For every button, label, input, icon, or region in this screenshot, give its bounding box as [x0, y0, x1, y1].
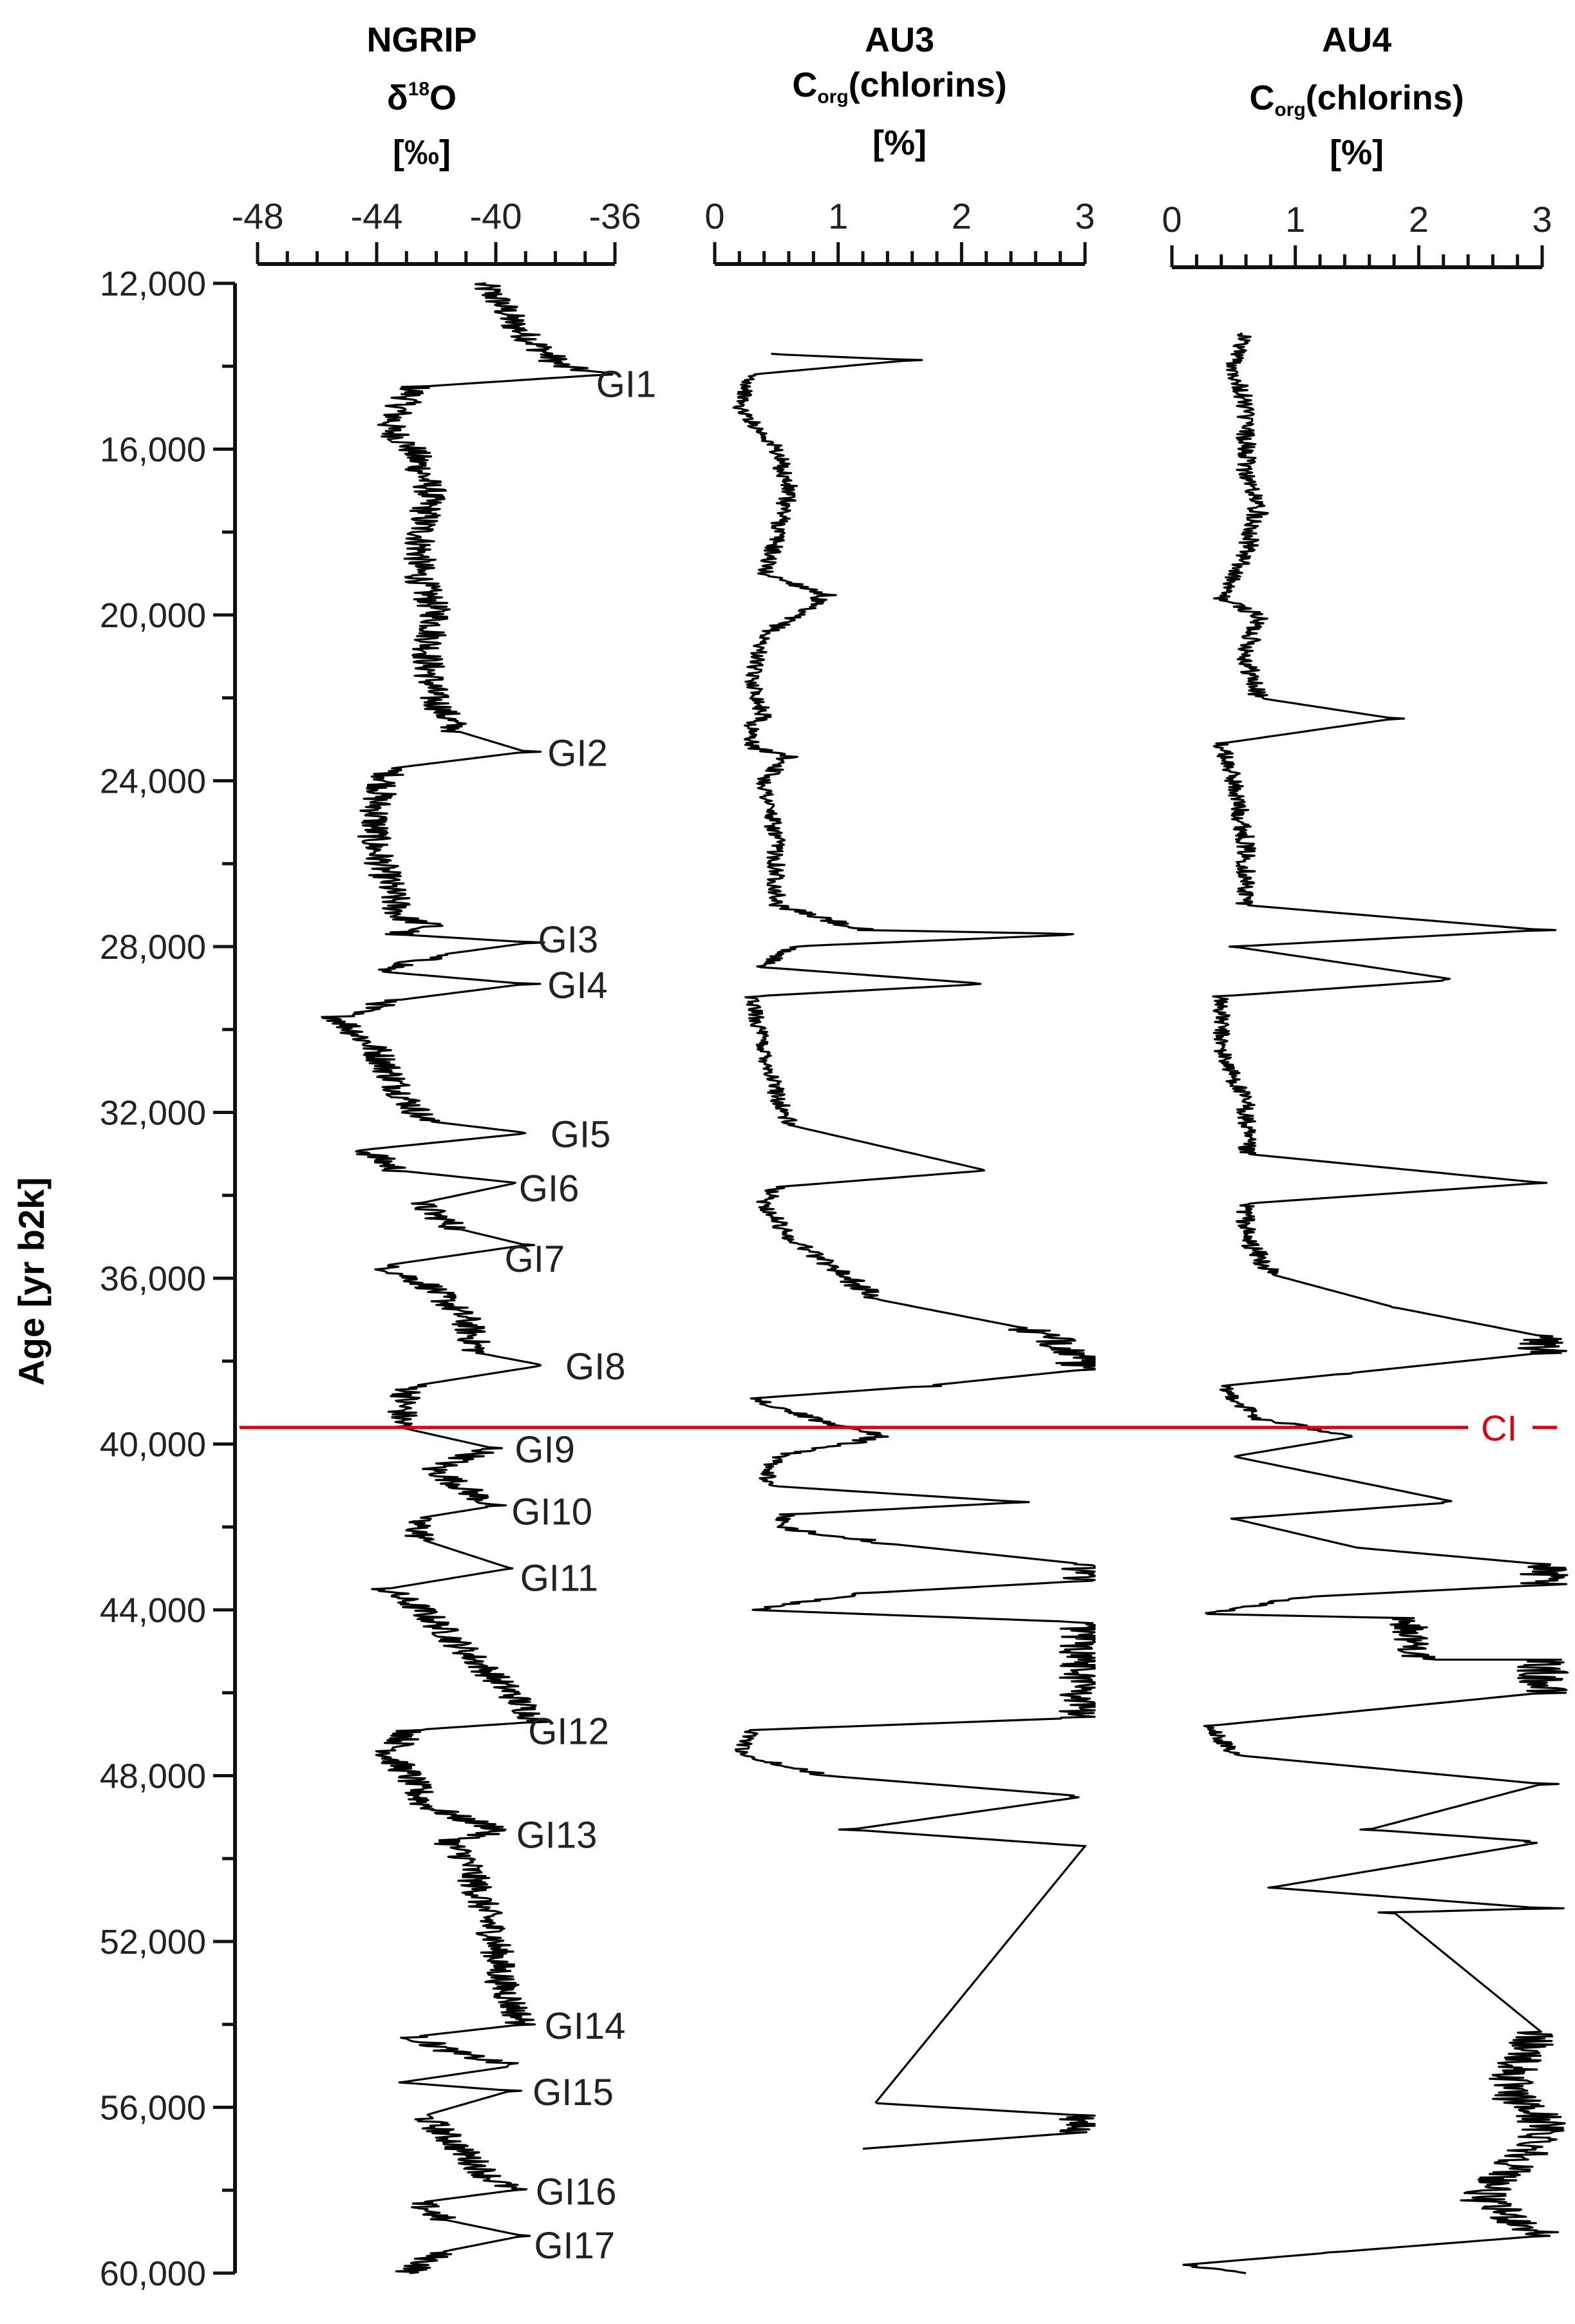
age-tick-label: 16,000	[100, 431, 206, 469]
au3-xlabel-base: C	[792, 66, 817, 104]
gi-label: GI2	[547, 732, 608, 774]
gi-label: GI16	[536, 2171, 617, 2213]
series-trace	[321, 282, 614, 2274]
y-axis-label: Age [yr b2k]	[11, 1177, 52, 1386]
age-tick-label: 12,000	[100, 265, 206, 303]
au3-xlabel: Corg(chlorins)	[792, 66, 1006, 108]
gi-label: GI8	[565, 1346, 626, 1388]
age-tick-label: 60,000	[100, 2254, 206, 2293]
x-tick-label: 1	[1285, 199, 1305, 240]
traces-layer	[321, 282, 1569, 2274]
gi-label: GI14	[545, 2005, 626, 2047]
ngrip-xlabel-symbol: δ	[387, 79, 408, 117]
gi-label: GI6	[519, 1167, 580, 1209]
x-tick-label: 0	[1162, 199, 1182, 240]
age-tick-label: 44,000	[100, 1591, 206, 1630]
au4-unit: [%]	[1330, 133, 1384, 172]
x-tick-label: 3	[1075, 196, 1095, 236]
gi-label: GI11	[520, 1558, 598, 1600]
x-tick-label: -48	[232, 196, 284, 236]
gi-label: GI3	[538, 919, 599, 961]
series-trace	[1182, 332, 1569, 2274]
age-tick-label: 48,000	[100, 1757, 206, 1796]
age-tick-label: 36,000	[100, 1260, 206, 1298]
au4-title: AU4	[1322, 21, 1391, 59]
x-tick-label: -44	[351, 196, 403, 236]
gi-label: GI5	[551, 1114, 611, 1156]
age-tick-label: 20,000	[100, 596, 206, 635]
gi-label: GI17	[534, 2225, 615, 2267]
au4-xlabel-rest: (chlorins)	[1306, 79, 1464, 117]
x-tick-label: 1	[828, 196, 848, 236]
ngrip-title: NGRIP	[366, 21, 476, 59]
axes-layer: 12,000 16,000 20,000 24,000 28,000 32,000 36,0…	[100, 196, 1552, 2293]
age-tick-label: 24,000	[100, 762, 206, 801]
x-tick-label: -36	[589, 196, 641, 236]
age-tick-label: 28,000	[100, 928, 206, 967]
ci-label: CI	[1481, 1408, 1517, 1448]
gi-label: GI12	[528, 1711, 609, 1753]
age-tick-label: 56,000	[100, 2089, 206, 2128]
au4-xlabel: Corg(chlorins)	[1249, 79, 1464, 120]
gi-label: GI1	[596, 364, 657, 406]
x-tick-label: -40	[470, 196, 522, 236]
gi-label: GI4	[547, 965, 608, 1006]
x-tick-label: 3	[1532, 199, 1552, 240]
gi-label: GI9	[514, 1429, 575, 1471]
age-tick-label: 52,000	[100, 1923, 206, 1961]
gi-label: GI7	[505, 1238, 565, 1280]
au3-title: AU3	[865, 21, 934, 59]
au3-unit: [%]	[872, 124, 927, 162]
au4-xlabel-base: C	[1249, 79, 1274, 117]
series-trace	[732, 352, 1096, 2150]
au3-xlabel-sub: org	[817, 86, 848, 108]
gi-label: GI10	[511, 1491, 592, 1533]
au3-xlabel-rest: (chlorins)	[849, 66, 1007, 104]
gi-label: GI13	[516, 1815, 598, 1856]
ngrip-unit: [‰]	[393, 133, 451, 172]
x-tick-label: 2	[1409, 199, 1429, 240]
age-tick-label: 40,000	[100, 1426, 206, 1464]
age-tick-label: 32,000	[100, 1094, 206, 1133]
ngrip-xlabel-sup: 18	[408, 79, 429, 100]
au4-xlabel-sub: org	[1274, 99, 1305, 120]
x-tick-label: 0	[704, 196, 724, 236]
x-tick-label: 2	[952, 196, 972, 236]
gi-label: GI15	[533, 2072, 614, 2113]
ngrip-xlabel: δ18O	[387, 79, 457, 117]
ngrip-xlabel-base: O	[429, 79, 457, 117]
